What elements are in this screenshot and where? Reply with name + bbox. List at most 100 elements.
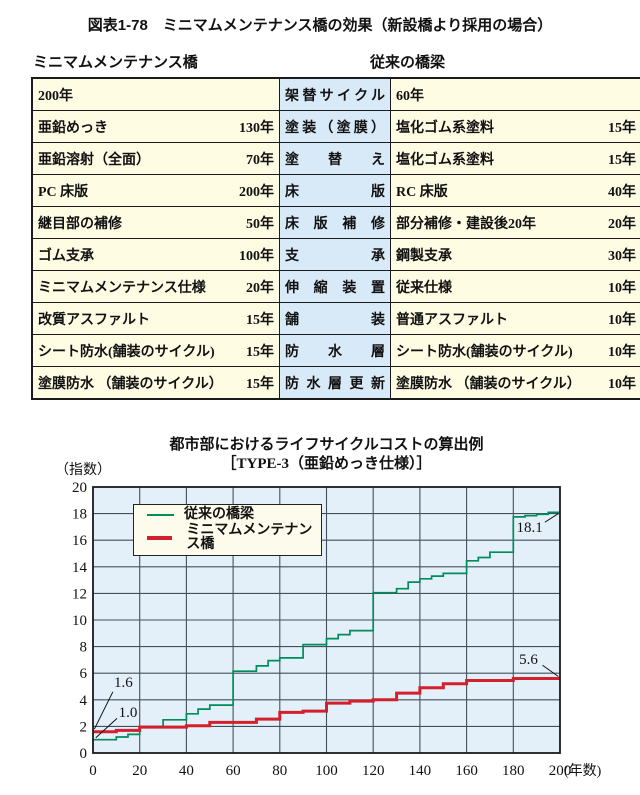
table-row: PC 床版 200年 床版 RC 床版 40年 <box>31 174 640 207</box>
item-label: 改質アスファルト <box>38 312 150 328</box>
mm-bridge-cell: 200年 <box>31 77 280 111</box>
table-row: シート防水(舗装のサイクル) 15年 防水層 シート防水(舗装のサイクル) 10年 <box>31 334 640 367</box>
item-label: 従来仕様 <box>396 280 452 296</box>
item-label: 塗膜防水 （舗装のサイクル） <box>396 376 581 392</box>
item-years: 10年 <box>608 344 636 360</box>
conventional-cell: RC 床版 40年 <box>390 174 640 207</box>
y-tick-label: 0 <box>80 746 88 762</box>
table-row: ゴム支承 100年 支承 鋼製支承 30年 <box>31 238 640 271</box>
item-label: 塩化ゴム系塗料 <box>396 120 494 136</box>
y-tick-label: 2 <box>80 719 88 735</box>
x-tick-label: 0 <box>89 763 97 779</box>
table-header-minimum-maintenance: ミニマムメンテナンス橋 <box>33 55 198 71</box>
legend-item-conventional: 従来の橋梁 <box>147 506 321 522</box>
y-tick-label: 18 <box>72 507 87 523</box>
annotation-leader-line <box>93 691 114 730</box>
category-cell: 床版 <box>279 174 391 207</box>
conventional-cell: 塩化ゴム系塗料 15年 <box>390 142 640 175</box>
chart-legend: 従来の橋梁 ミニマムメンテナンス橋 <box>133 504 322 556</box>
mm-bridge-cell: 改質アスファルト 15年 <box>31 302 280 335</box>
item-years: 10年 <box>608 312 636 328</box>
item-years: 40年 <box>608 184 636 200</box>
legend-item-minimum: ミニマムメンテナンス橋 <box>147 524 321 552</box>
item-label: シート防水(舗装のサイクル) <box>396 344 573 360</box>
y-tick-label: 14 <box>72 560 88 576</box>
y-tick-label: 12 <box>72 586 87 602</box>
item-years: 10年 <box>608 280 636 296</box>
series-line <box>93 677 560 734</box>
item-label: PC 床版 <box>38 184 89 200</box>
maintenance-comparison-table: 200年 架替サイクル 60年 亜鉛めっき 130年 塗装（塗膜） 塩化ゴム系塗料 15年 亜鉛… <box>31 77 640 400</box>
conventional-cell: 従来仕様 10年 <box>390 270 640 303</box>
category-cell: 塗替え <box>279 142 391 175</box>
x-tick-label: 80 <box>272 763 287 779</box>
conventional-cell: 塩化ゴム系塗料 15年 <box>390 110 640 143</box>
item-years: 15年 <box>246 376 274 392</box>
item-label: 塩化ゴム系塗料 <box>396 152 494 168</box>
chart-title: 都市部におけるライフサイクルコストの算出例 <box>169 437 484 453</box>
item-label: ゴム支承 <box>38 248 94 264</box>
item-years: 15年 <box>608 120 636 136</box>
mm-bridge-cell: 亜鉛めっき 130年 <box>31 110 280 143</box>
x-tick-label: 180 <box>502 763 525 779</box>
x-tick-label: 140 <box>409 763 432 779</box>
category-cell: 支承 <box>279 238 391 271</box>
item-years: 200年 <box>239 184 274 200</box>
category-cell: 床版補修 <box>279 206 391 239</box>
mm-bridge-cell: ミニマムメンテナンス仕様 20年 <box>31 270 280 303</box>
mm-bridge-cell: 亜鉛溶射（全面） 70年 <box>31 142 280 175</box>
table-row: 亜鉛溶射（全面） 70年 塗替え 塩化ゴム系塗料 15年 <box>31 142 640 175</box>
minimum-maintenance-line-swatch <box>147 536 173 541</box>
table-row: 改質アスファルト 15年 舗装 普通アスファルト 10年 <box>31 302 640 335</box>
x-axis-unit-label: (年数) <box>564 763 602 779</box>
category-cell: 舗装 <box>279 302 391 335</box>
item-label: 200年 <box>38 88 73 104</box>
annotation-leader-line <box>542 664 559 677</box>
x-tick-label: 100 <box>315 763 338 779</box>
category-cell: 防水層更新 <box>279 366 391 400</box>
item-years: 30年 <box>608 248 636 264</box>
conventional-cell: 普通アスファルト 10年 <box>390 302 640 335</box>
mm-bridge-cell: 塗膜防水 （舗装のサイクル） 15年 <box>31 366 280 400</box>
y-axis-unit-label: （指数） <box>55 463 111 478</box>
x-tick-label: 20 <box>132 763 147 779</box>
category-cell: 伸縮装置 <box>279 270 391 303</box>
annotation-value-label: 5.6 <box>519 652 538 668</box>
item-label: シート防水(舗装のサイクル) <box>38 344 215 360</box>
category-cell: 塗装（塗膜） <box>279 110 391 143</box>
x-tick-label: 120 <box>362 763 385 779</box>
item-label: 塗膜防水 （舗装のサイクル） <box>38 376 223 392</box>
conventional-cell: 60年 <box>390 77 640 111</box>
mm-bridge-cell: 継目部の補修 50年 <box>31 206 280 239</box>
item-years: 15年 <box>246 344 274 360</box>
legend-label-conventional: 従来の橋梁 <box>184 506 254 522</box>
item-label: 普通アスファルト <box>396 312 508 328</box>
annotation-value-label: 1.6 <box>114 675 133 691</box>
annotation-leader-line <box>544 513 559 523</box>
y-tick-label: 4 <box>80 693 88 709</box>
y-tick-label: 6 <box>80 666 88 682</box>
item-years: 15年 <box>246 312 274 328</box>
table-row: ミニマムメンテナンス仕様 20年 伸縮装置 従来仕様 10年 <box>31 270 640 303</box>
table-row: 継目部の補修 50年 床版補修 部分補修・建設後20年 20年 <box>31 206 640 239</box>
category-cell: 架替サイクル <box>279 77 391 111</box>
item-years: 50年 <box>246 216 274 232</box>
mm-bridge-cell: PC 床版 200年 <box>31 174 280 207</box>
item-years: 20年 <box>246 280 274 296</box>
y-tick-label: 10 <box>72 613 87 629</box>
table-row: 塗膜防水 （舗装のサイクル） 15年 防水層更新 塗膜防水 （舗装のサイクル） 10年 <box>31 366 640 400</box>
x-tick-label: 40 <box>179 763 194 779</box>
item-years: 100年 <box>239 248 274 264</box>
item-years: 15年 <box>608 152 636 168</box>
y-tick-label: 8 <box>80 640 88 656</box>
category-cell: 防水層 <box>279 334 391 367</box>
conventional-cell: 塗膜防水 （舗装のサイクル） 10年 <box>390 366 640 400</box>
item-label: 60年 <box>396 88 424 104</box>
item-label: 部分補修・建設後20年 <box>396 216 536 232</box>
legend-label-minimum: ミニマムメンテナンス橋 <box>186 523 313 553</box>
item-years: 10年 <box>608 376 636 392</box>
item-years: 20年 <box>608 216 636 232</box>
series-line <box>93 511 560 741</box>
item-label: 亜鉛溶射（全面） <box>38 152 150 168</box>
